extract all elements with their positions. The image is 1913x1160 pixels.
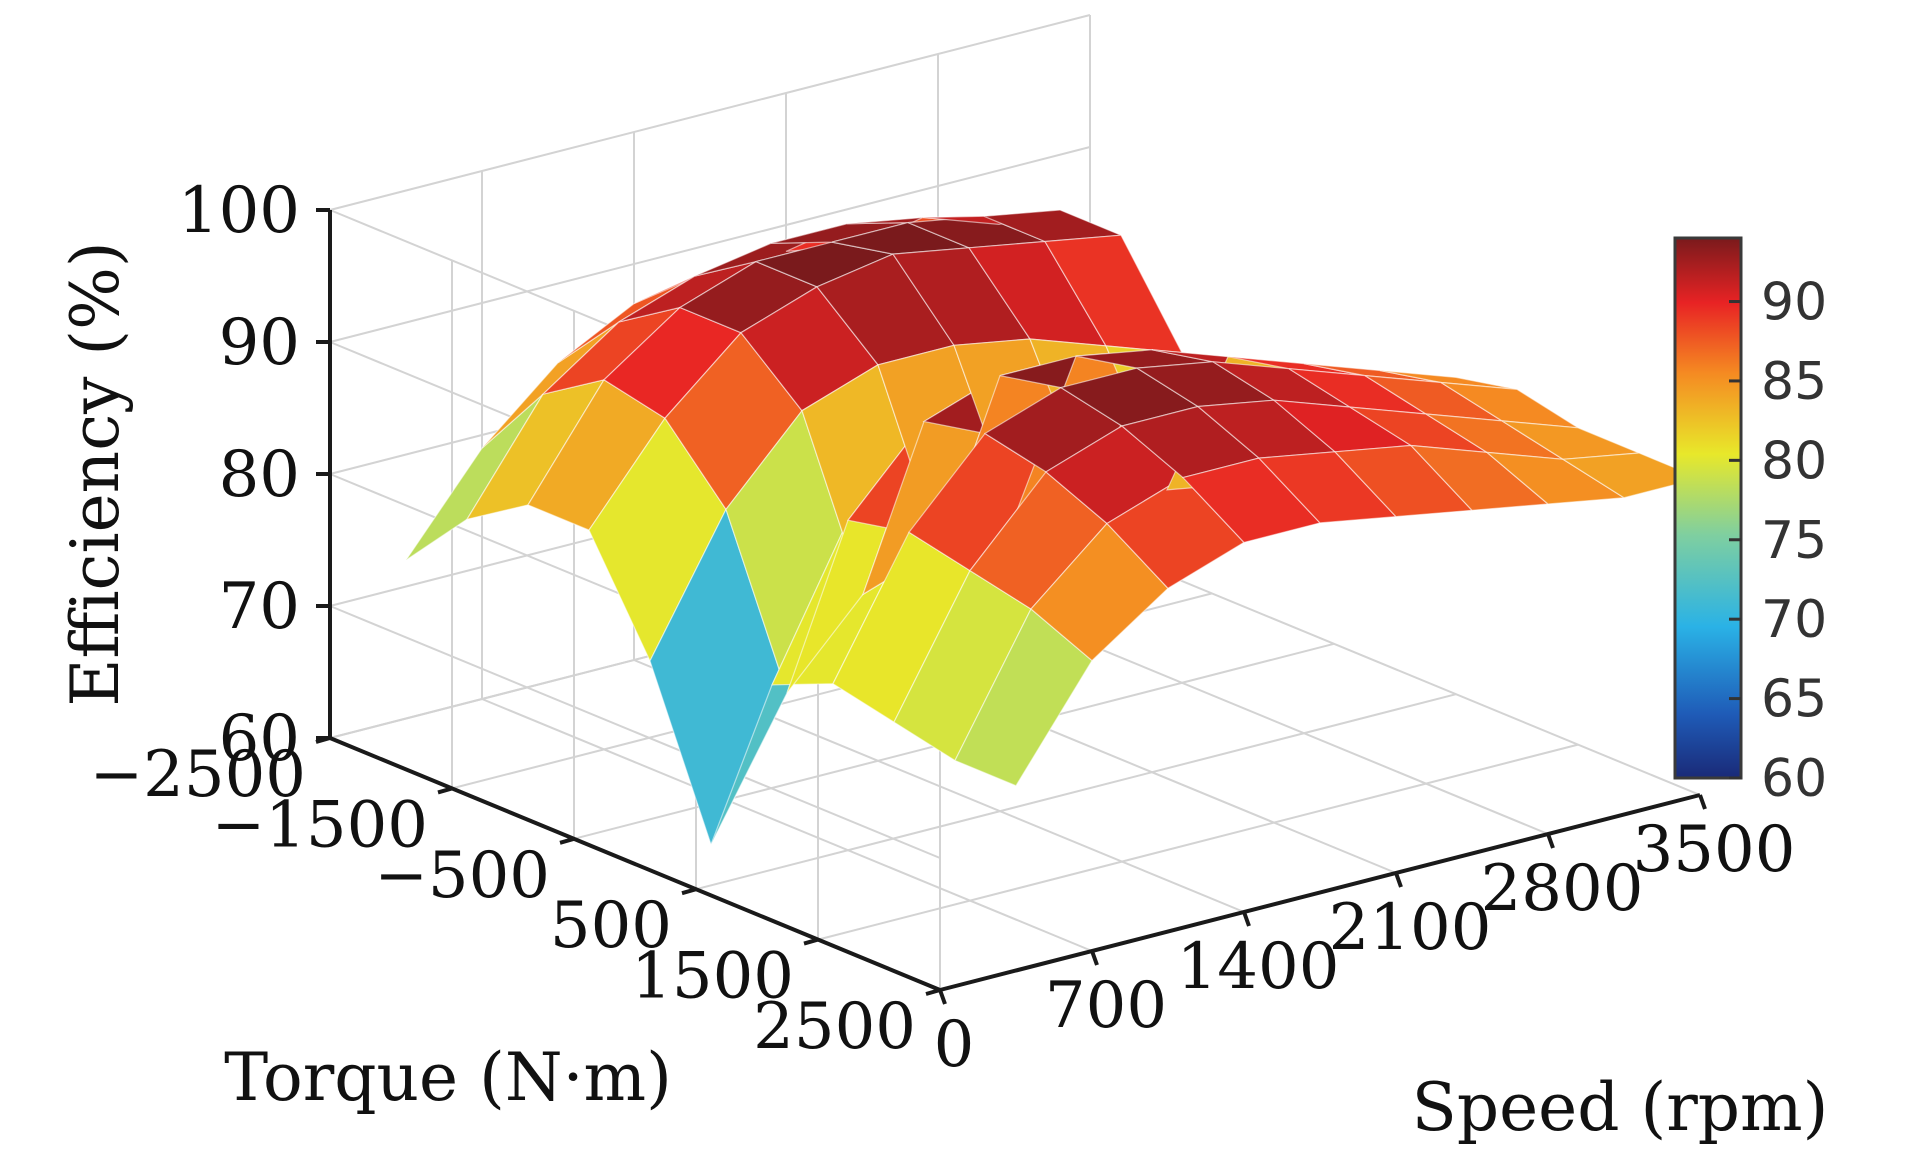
speed-tick-label: 2100 xyxy=(1329,891,1492,965)
speed-tick-mark xyxy=(1394,872,1403,888)
colorbar-scale xyxy=(1673,236,1743,780)
z-tick-label: 100 xyxy=(178,174,300,248)
floor-grid-line xyxy=(481,698,1093,952)
speed-tick-mark xyxy=(1698,794,1707,810)
torque-axis-label: Torque (N·m) xyxy=(224,1039,672,1116)
back-wall-grid-line xyxy=(329,146,1091,343)
torque-axis-line xyxy=(329,736,941,992)
colorbar-tick-label: 65 xyxy=(1761,670,1827,730)
torque-tick-label: 2500 xyxy=(753,990,916,1064)
z-tick-label: 90 xyxy=(219,306,300,380)
speed-tick-mark xyxy=(1546,833,1555,849)
speed-tick-label: 2800 xyxy=(1481,852,1644,926)
torque-tick-mark xyxy=(681,887,697,896)
torque-tick-label: 1500 xyxy=(631,940,794,1014)
torque-tick-label: −2500 xyxy=(90,738,307,812)
speed-tick-mark xyxy=(938,989,947,1005)
torque-tick-mark xyxy=(803,937,819,946)
floor-grid-line xyxy=(695,693,1457,891)
speed-tick-label: 0 xyxy=(934,1008,975,1082)
torque-tick-mark xyxy=(925,988,941,996)
surface xyxy=(405,209,1702,847)
back-wall-grid-line xyxy=(329,14,1091,211)
speed-tick-mark xyxy=(1090,950,1099,966)
torque-tick-label: −1500 xyxy=(212,788,429,862)
speed-tick-label: 700 xyxy=(1045,969,1167,1043)
speed-tick-label: 3500 xyxy=(1633,813,1796,887)
floor-grid-line xyxy=(1089,542,1701,796)
colorbar-tick-label: 75 xyxy=(1761,511,1827,571)
torque-tick-label: 500 xyxy=(550,889,672,963)
torque-tick-mark xyxy=(437,786,453,795)
colorbar-tick-label: 60 xyxy=(1761,749,1827,809)
z-tick-label: 60 xyxy=(219,702,300,776)
speed-axis-label: Speed (rpm) xyxy=(1412,1069,1829,1146)
colorbar-tick-label: 70 xyxy=(1761,590,1827,650)
z-axis-label: Efficiency (%) xyxy=(57,241,134,706)
speed-tick-label: 1400 xyxy=(1177,930,1340,1004)
floor-grid-line xyxy=(817,743,1579,941)
axis-labels: Efficiency (%) Torque (N·m) Speed (rpm) xyxy=(57,241,1828,1146)
colorbar-tick-label: 80 xyxy=(1761,431,1827,491)
z-tick-label: 80 xyxy=(219,438,300,512)
torque-tick-mark xyxy=(559,836,575,845)
axes xyxy=(315,208,1707,1005)
colorbar: 60 65 70 75 80 85 90 xyxy=(1673,236,1827,809)
torque-tick-label: −500 xyxy=(374,839,550,913)
speed-tick-mark xyxy=(1242,911,1251,927)
colorbar-tick-label: 90 xyxy=(1761,273,1827,333)
torque-tick-mark xyxy=(315,736,331,744)
z-tick-label: 70 xyxy=(219,570,300,644)
left-wall-grid-line xyxy=(329,605,941,859)
colorbar-tick-label: 85 xyxy=(1761,352,1827,412)
speed-axis-line xyxy=(939,793,1701,992)
